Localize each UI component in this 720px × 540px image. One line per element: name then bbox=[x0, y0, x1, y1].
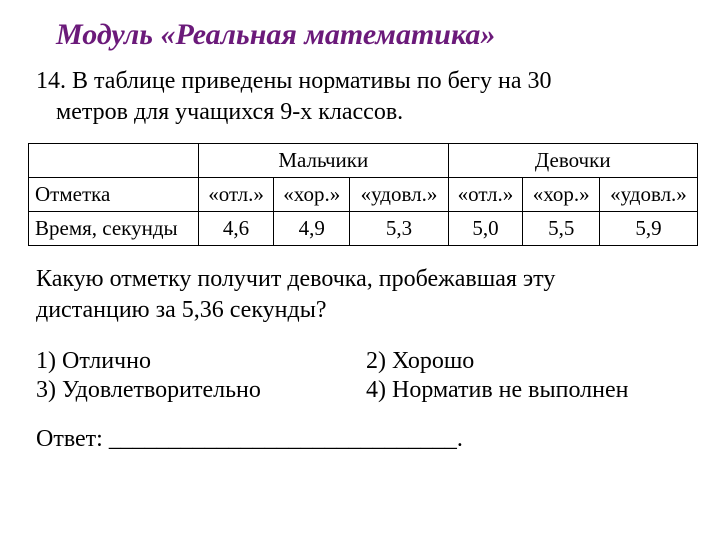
question-text: Какую отметку получит девочка, пробежавш… bbox=[36, 264, 698, 325]
sub-header: «удовл.» bbox=[599, 178, 697, 212]
answer-options: 1) Отлично 2) Хорошо 3) Удовлетворительн… bbox=[36, 348, 698, 404]
problem-line1: В таблице приведены нормативы по бегу на… bbox=[72, 68, 551, 94]
table-cell: 4,6 bbox=[199, 212, 274, 246]
table-row: Отметка «отл.» «хор.» «удовл.» «отл.» «х… bbox=[29, 178, 698, 212]
group-header-girls: Девочки bbox=[448, 144, 698, 178]
table-cell: 5,3 bbox=[350, 212, 448, 246]
sub-header: «отл.» bbox=[448, 178, 523, 212]
question-line2: дистанцию за 5,36 секунды? bbox=[36, 297, 326, 323]
row-label-grade: Отметка bbox=[29, 178, 199, 212]
sub-header: «отл.» bbox=[199, 178, 274, 212]
table-cell: 5,0 bbox=[448, 212, 523, 246]
table-row: Время, секунды 4,6 4,9 5,3 5,0 5,5 5,9 bbox=[29, 212, 698, 246]
answer-line: Ответ: _____________________________. bbox=[36, 426, 698, 453]
table-cell: 5,5 bbox=[523, 212, 599, 246]
problem-number: 14. bbox=[36, 68, 66, 94]
answer-label: Ответ: bbox=[36, 426, 103, 452]
sub-header: «хор.» bbox=[523, 178, 599, 212]
option-3: 3) Удовлетворительно bbox=[36, 377, 356, 404]
option-4: 4) Норматив не выполнен bbox=[366, 377, 698, 404]
question-line1: Какую отметку получит девочка, пробежавш… bbox=[36, 266, 555, 292]
group-header-boys: Мальчики bbox=[199, 144, 448, 178]
problem-statement: 14. В таблице приведены нормативы по бег… bbox=[36, 66, 698, 127]
answer-blank: _____________________________. bbox=[109, 426, 463, 452]
norms-table: Мальчики Девочки Отметка «отл.» «хор.» «… bbox=[28, 143, 698, 246]
table-row: Мальчики Девочки bbox=[29, 144, 698, 178]
problem-line2: метров для учащихся 9-х классов. bbox=[56, 99, 403, 125]
module-title: Модуль «Реальная математика» bbox=[56, 18, 698, 52]
row-label-time: Время, секунды bbox=[29, 212, 199, 246]
option-2: 2) Хорошо bbox=[366, 348, 698, 375]
option-1: 1) Отлично bbox=[36, 348, 356, 375]
table-cell: 5,9 bbox=[599, 212, 697, 246]
sub-header: «удовл.» bbox=[350, 178, 448, 212]
sub-header: «хор.» bbox=[274, 178, 350, 212]
table-corner-cell bbox=[29, 144, 199, 178]
page-root: Модуль «Реальная математика» 14. В табли… bbox=[0, 0, 720, 453]
table-cell: 4,9 bbox=[274, 212, 350, 246]
